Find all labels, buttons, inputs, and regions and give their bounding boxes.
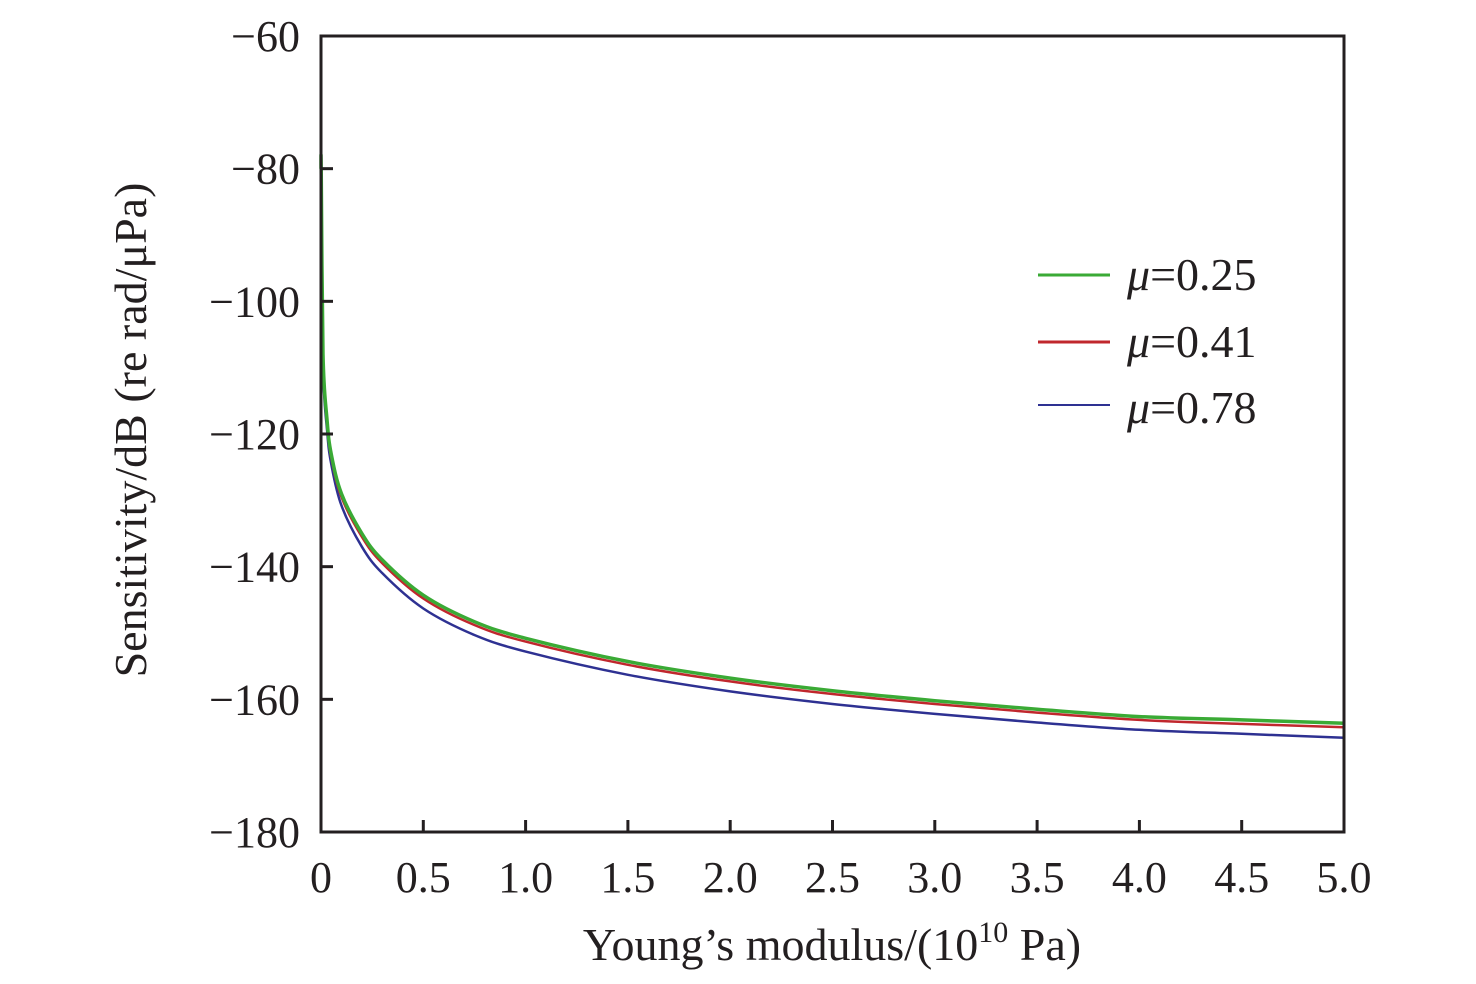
y-tick-label: −100 (209, 277, 300, 326)
x-axis-title-superscript: 10 (978, 916, 1008, 949)
x-tick-label: 4.0 (1112, 853, 1167, 902)
x-tick-label: 0 (310, 853, 332, 902)
y-tick-label: −60 (231, 12, 300, 61)
y-tick-label: −80 (231, 145, 300, 194)
legend-mu-0: μ (1126, 249, 1150, 300)
x-tick-label: 2.0 (703, 853, 758, 902)
svg-text:μ=0.78: μ=0.78 (1126, 382, 1257, 433)
legend-label-1: =0.41 (1150, 316, 1256, 367)
legend-label-2: =0.78 (1150, 382, 1256, 433)
x-tick-label: 3.0 (907, 853, 962, 902)
y-tick-label: −180 (209, 808, 300, 857)
y-tick-label: −160 (209, 675, 300, 724)
series-line-1 (319, 153, 1345, 729)
x-tick-label: 3.5 (1010, 853, 1065, 902)
legend: μ=0.25 μ=0.41 μ=0.78 (1038, 249, 1257, 433)
y-tick-label: −120 (209, 410, 300, 459)
x-tick-label: 1.0 (498, 853, 553, 902)
legend-item: μ=0.41 (1038, 316, 1257, 367)
plot-frame (319, 34, 1346, 834)
x-tick-label: 1.5 (600, 853, 655, 902)
x-tick-label: 5.0 (1317, 853, 1372, 902)
y-axis-title: Sensitivity/dB (re rad/μPa) (105, 183, 156, 678)
svg-text:μ=0.25: μ=0.25 (1126, 249, 1257, 300)
legend-item: μ=0.25 (1038, 249, 1257, 300)
x-axis: 0 0.5 1.0 1.5 2.0 2.5 3.0 3.5 4.0 4.5 5.0 (310, 820, 1372, 902)
y-tick-label: −140 (209, 543, 300, 592)
legend-label-0: =0.25 (1150, 249, 1256, 300)
y-axis: −60 −80 −100 −120 −140 −160 −180 (209, 12, 333, 857)
series-line-0 (319, 153, 1345, 725)
x-tick-label: 0.5 (396, 853, 451, 902)
series-line-2 (319, 152, 1345, 740)
svg-text:μ=0.41: μ=0.41 (1126, 316, 1257, 367)
series-layer (319, 152, 1345, 740)
x-tick-label: 4.5 (1214, 853, 1269, 902)
x-axis-title: Young’s modulus/(1010 Pa) (583, 916, 1081, 970)
legend-mu-2: μ (1126, 382, 1150, 433)
x-tick-label: 2.5 (805, 853, 860, 902)
legend-item: μ=0.78 (1038, 382, 1257, 433)
legend-mu-1: μ (1126, 316, 1150, 367)
